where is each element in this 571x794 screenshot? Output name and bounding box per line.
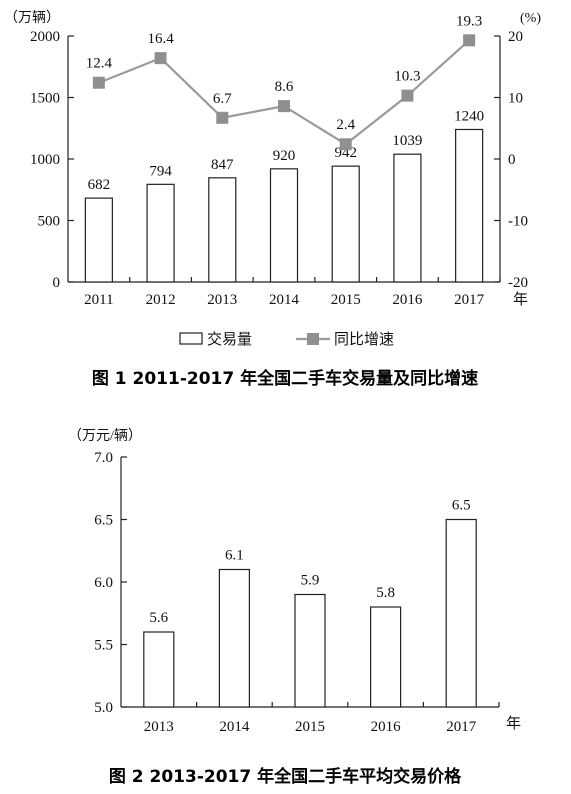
bar-trade-volume xyxy=(269,168,299,283)
y-left-tick-label: 500 xyxy=(38,214,61,230)
line-value-label: 8.6 xyxy=(275,79,294,95)
y-right-unit: (%) xyxy=(520,11,541,26)
x-tick-label: 2011 xyxy=(84,292,113,308)
x-axis-unit: 年 xyxy=(513,291,528,308)
bar-value-label: 1039 xyxy=(392,133,422,149)
x-axis-unit: 年 xyxy=(506,715,521,732)
line-point-growth-rate xyxy=(154,52,167,65)
y-right-tick-label: 10 xyxy=(508,91,523,107)
line-point-growth-rate xyxy=(339,138,352,151)
line-point-growth-rate xyxy=(216,111,229,124)
bar-average-price xyxy=(445,518,477,708)
x-tick-label: 2014 xyxy=(269,292,300,308)
line-value-label: 2.4 xyxy=(336,117,355,133)
legend-swatch-trade-volume xyxy=(179,332,203,345)
y-right-tick-label: 20 xyxy=(508,29,523,45)
x-tick-label: 2016 xyxy=(392,292,423,308)
bar-value-label: 920 xyxy=(273,148,296,164)
y-right-tick-label: -20 xyxy=(508,275,528,291)
bar-trade-volume xyxy=(146,183,175,283)
bar-value-label: 794 xyxy=(149,163,172,179)
legend-marker-growth-rate xyxy=(307,333,319,345)
line-point-growth-rate xyxy=(278,100,290,113)
chart-1-title: 图 1 2011-2017 年全国二手车交易量及同比增速 xyxy=(92,368,478,389)
y-tick-label: 5.0 xyxy=(94,700,113,716)
bar-trade-volume xyxy=(331,165,360,283)
chart-1-trade-volume: 0 500 1000 1500 2000 -20 -10 0 10 20 （万辆） (%) 682 794… xyxy=(4,10,541,389)
chart-2-title: 图 2 2013-2017 年全国二手车平均交易价格 xyxy=(109,766,462,787)
bar-average-price xyxy=(294,593,326,708)
y-left-tick-label: 2000 xyxy=(30,29,60,45)
x-tick-label: 2016 xyxy=(371,719,402,735)
line-value-label: 19.3 xyxy=(456,13,482,29)
bar-average-price xyxy=(370,606,402,708)
y-tick-label: 6.5 xyxy=(94,513,113,529)
y-tick-label: 7.0 xyxy=(94,450,113,466)
y-left-unit: （万辆） xyxy=(4,10,60,26)
y-left-tick-label: 1000 xyxy=(30,152,60,168)
x-tick-label: 2013 xyxy=(207,292,237,308)
y-left-tick-label: 1500 xyxy=(30,91,60,107)
x-tick-label: 2017 xyxy=(446,719,477,735)
x-tick-label: 2014 xyxy=(219,719,250,735)
y-right-tick-label: -10 xyxy=(508,214,528,230)
line-value-label: 6.7 xyxy=(213,91,232,107)
x-tick-label: 2013 xyxy=(144,719,174,735)
bar-average-price xyxy=(218,568,250,708)
x-tick-label: 2017 xyxy=(454,292,485,308)
bar-value-label: 5.9 xyxy=(301,573,320,589)
line-value-label: 12.4 xyxy=(86,56,113,72)
line-point-growth-rate xyxy=(92,76,105,89)
line-value-label: 10.3 xyxy=(394,69,420,85)
bar-value-label: 6.5 xyxy=(452,498,471,514)
y-axis-unit: （万元/辆） xyxy=(68,428,142,444)
bar-value-label: 682 xyxy=(88,177,111,193)
bar-value-label: 6.1 xyxy=(225,548,244,564)
x-tick-label: 2015 xyxy=(331,292,361,308)
bar-value-label: 847 xyxy=(211,157,234,173)
legend-label-growth-rate: 同比增速 xyxy=(334,331,394,348)
bar-value-label: 1240 xyxy=(454,108,484,124)
x-tick-label: 2015 xyxy=(295,719,325,735)
y-left-tick-label: 0 xyxy=(53,275,61,291)
line-point-growth-rate xyxy=(463,34,476,47)
line-point-growth-rate xyxy=(401,89,414,102)
line-value-label: 16.4 xyxy=(147,31,174,47)
y-right-tick-label: 0 xyxy=(508,152,516,168)
bar-value-label: 5.6 xyxy=(149,610,168,626)
bar-trade-volume xyxy=(208,177,237,283)
bar-trade-volume xyxy=(393,153,422,283)
y-tick-label: 6.0 xyxy=(94,575,113,591)
bar-trade-volume xyxy=(455,128,484,283)
x-tick-label: 2012 xyxy=(146,292,176,308)
bar-value-label: 5.8 xyxy=(376,585,395,601)
y-tick-label: 5.5 xyxy=(94,638,113,654)
bar-trade-volume xyxy=(84,197,113,283)
legend-label-trade-volume: 交易量 xyxy=(207,330,252,348)
chart-2-average-price: 5.0 5.5 6.0 6.5 7.0 （万元/辆） 5.6 6.1 5.9 5.8 6.5 2013… xyxy=(68,428,521,787)
bar-average-price xyxy=(143,631,175,708)
